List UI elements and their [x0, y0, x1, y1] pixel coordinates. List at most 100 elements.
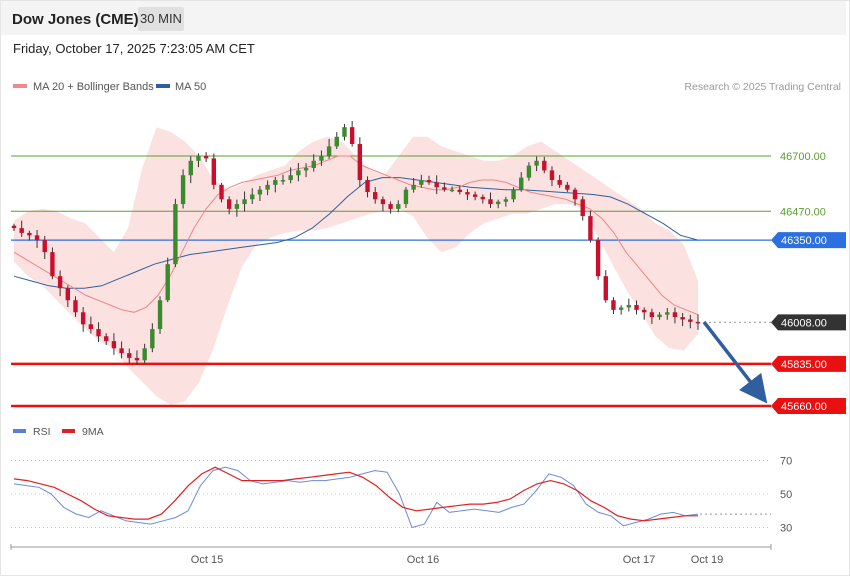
candle	[280, 174, 286, 185]
level-label-text: 45835.00	[781, 359, 827, 371]
candle-body	[634, 305, 639, 310]
price-level-labels: 46700.00 46470.00 46350.00 46008.00 45835.00…	[771, 151, 846, 414]
candle	[226, 196, 232, 215]
candle-body	[380, 199, 386, 205]
candle	[296, 162, 301, 182]
candle	[373, 187, 378, 204]
level-label-text: 46008.00	[781, 317, 827, 329]
x-tick-label: Oct 16	[407, 554, 439, 566]
candle-body	[665, 312, 670, 315]
candle	[127, 348, 132, 364]
candle	[19, 220, 24, 237]
candle-body	[173, 204, 178, 265]
candle	[257, 186, 263, 202]
candle	[465, 189, 470, 200]
rsi-line	[13, 466, 699, 529]
candle-body	[19, 228, 24, 233]
candle	[134, 350, 140, 365]
candle	[542, 156, 547, 174]
candle-body	[588, 216, 593, 241]
candle	[549, 166, 555, 187]
candle-body	[365, 180, 370, 193]
candle	[173, 198, 178, 268]
candle-body	[449, 189, 455, 192]
rsi-tick-label: 50	[780, 489, 792, 501]
candle-body	[296, 170, 301, 176]
candle-body	[219, 184, 224, 200]
candle	[503, 196, 509, 207]
candle-body	[465, 192, 470, 195]
candle	[65, 285, 70, 308]
candle-body	[127, 353, 132, 358]
candle-body	[488, 199, 493, 205]
candle	[50, 247, 55, 280]
candle-body	[426, 180, 432, 183]
candle-body	[180, 175, 186, 205]
level-label-support: 45835.00	[771, 355, 846, 372]
rsi-legend-label: RSI	[33, 426, 51, 438]
candle	[211, 153, 217, 190]
candle-body	[457, 189, 462, 193]
candle	[57, 270, 63, 297]
candle	[580, 196, 585, 221]
level-label-support: 45660.00	[771, 398, 846, 414]
candle	[565, 181, 570, 192]
candle	[672, 307, 678, 324]
candle	[534, 156, 539, 172]
candle	[288, 167, 293, 184]
candle-body	[349, 127, 355, 144]
rsi-panel: 70 50 30	[11, 456, 792, 535]
candle-body	[373, 192, 378, 200]
candle-body	[388, 204, 393, 209]
candle	[642, 307, 647, 320]
candle-body	[572, 189, 578, 200]
candle-body	[157, 300, 163, 330]
candle	[165, 257, 170, 303]
candle	[11, 223, 17, 232]
candle	[380, 196, 386, 212]
candle	[649, 308, 655, 324]
candle-body	[57, 276, 63, 289]
candle-body	[580, 199, 585, 217]
ma20-legend-swatch	[13, 84, 27, 88]
candle	[180, 169, 186, 209]
level-label-box	[771, 355, 846, 372]
candle-body	[303, 168, 309, 171]
candle	[319, 150, 324, 166]
level-label-resistance: 46470.00	[780, 206, 826, 218]
candle	[519, 172, 524, 192]
candle	[27, 230, 32, 241]
candle-body	[65, 288, 70, 301]
candle-body	[565, 184, 570, 190]
candle	[265, 180, 270, 196]
candle-body	[34, 235, 40, 241]
candle	[526, 162, 532, 181]
candle-body	[96, 329, 101, 337]
candle-body	[434, 182, 439, 188]
candle-body	[88, 324, 94, 330]
level-label-box	[771, 232, 846, 249]
candle-body	[119, 348, 124, 354]
candle-body	[334, 136, 339, 147]
candle-body	[211, 158, 217, 185]
rsi-legend: RSI 9MA	[13, 426, 104, 438]
candle	[688, 314, 693, 329]
timeframe-badge[interactable]: 30 MIN	[138, 7, 184, 31]
candle	[434, 175, 439, 195]
candle	[449, 186, 455, 193]
candle-body	[311, 160, 316, 169]
candle-body	[472, 194, 478, 197]
candle	[303, 163, 309, 178]
rsi-tick-label: 30	[780, 523, 792, 535]
candle-body	[134, 357, 140, 361]
candle	[419, 174, 424, 188]
candle-body	[618, 307, 624, 310]
candle-body	[326, 146, 332, 156]
main-legend: MA 20 + Bollinger Bands MA 50	[13, 81, 206, 93]
rsi-legend-swatch	[13, 429, 26, 433]
candle	[342, 123, 347, 141]
candle	[488, 192, 493, 208]
candle-body	[250, 194, 255, 200]
candle-body	[80, 312, 86, 325]
candle-body	[265, 184, 270, 190]
